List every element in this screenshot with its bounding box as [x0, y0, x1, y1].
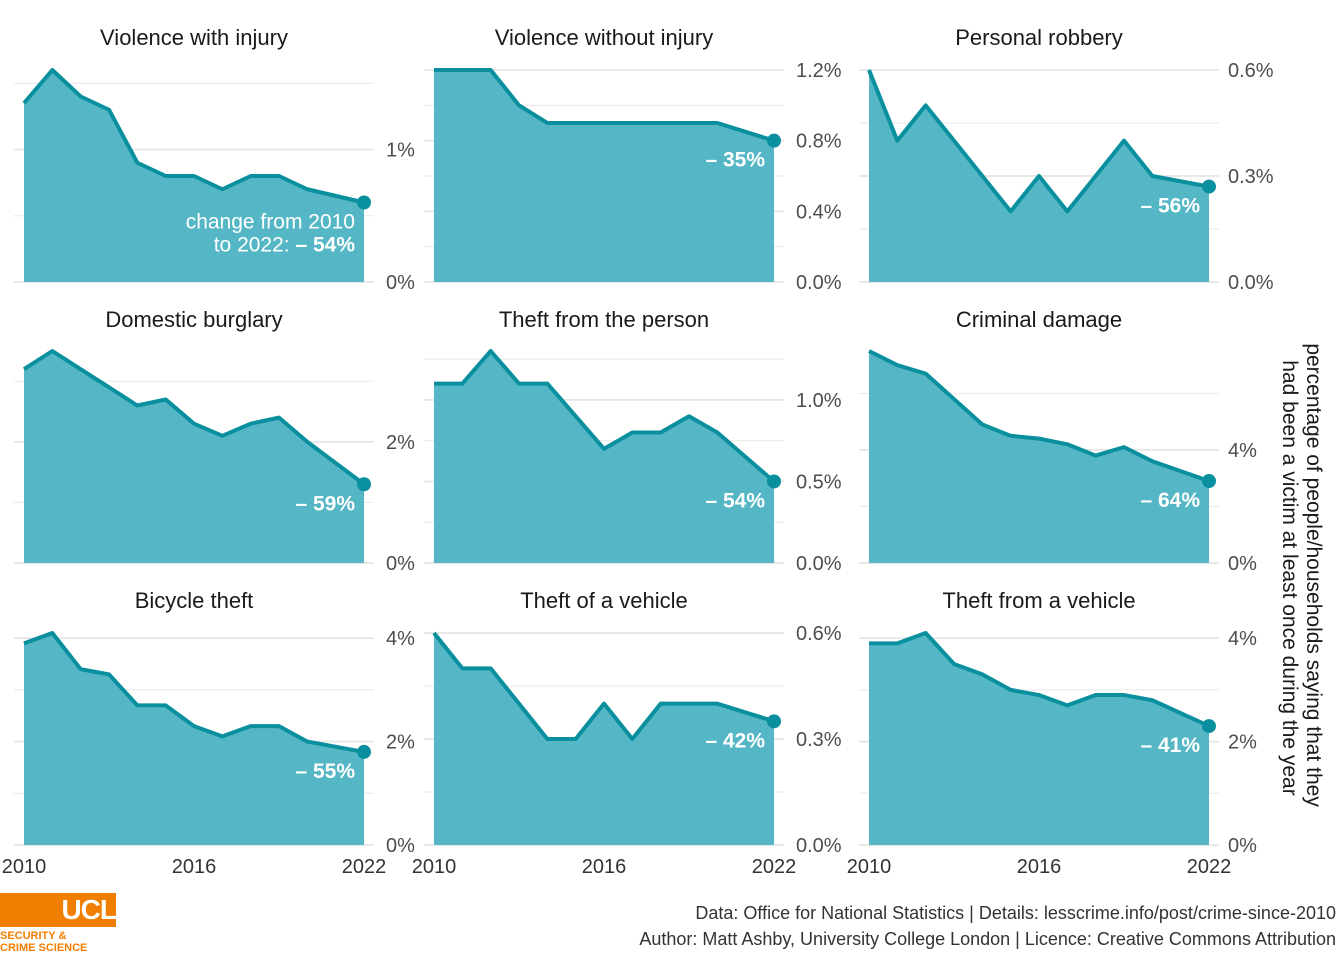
endpoint-dot: [357, 744, 371, 759]
panel-title: Theft from a vehicle: [942, 588, 1135, 613]
panel-violence-without-injury: 0.0% 0.4% 0.8% 1.2% Violence without injury –…: [424, 25, 842, 294]
crime-trends-chart: 0% 1% Violence with injury change from 2010…: [2, 25, 1325, 878]
trend-line: [869, 631, 1210, 728]
change-annotation: – 35%: [705, 149, 765, 172]
x-tick-label: 2010: [412, 856, 457, 878]
panel-violence-with-injury: 0% 1% Violence with injury change from 2010…: [14, 25, 415, 294]
change-annotation: – 59%: [295, 492, 355, 515]
y-tick-label: 0.3%: [1228, 166, 1274, 188]
caption-author: Author: Matt Ashby, University College L…: [639, 929, 1336, 949]
change-annotation: – 54%: [705, 489, 765, 512]
change-annotation: – 55%: [295, 760, 355, 783]
endpoint-dot: [1202, 719, 1216, 734]
y-tick-label: 0.0%: [796, 553, 842, 575]
panel-criminal-damage: 0% 4% Criminal damage – 64%: [859, 307, 1257, 575]
change-annotation: to 2022: – 54%: [214, 234, 356, 257]
y-tick-label: 0%: [386, 272, 415, 294]
x-tick-label: 2022: [1187, 856, 1232, 878]
y-axis-label-line2: had been a victim at least once during t…: [1278, 360, 1301, 795]
area-fill: [869, 351, 1209, 563]
y-tick-label: 0%: [386, 553, 415, 575]
y-tick-label: 1.0%: [796, 390, 842, 412]
y-tick-label: 0.8%: [796, 131, 842, 153]
change-annotation: – 56%: [1140, 195, 1200, 218]
panel-title: Domestic burglary: [105, 307, 282, 332]
endpoint-dot: [1202, 179, 1216, 194]
endpoint-dot: [357, 477, 371, 492]
area-fill: [434, 351, 774, 563]
x-tick-label: 2016: [1017, 856, 1062, 878]
panel-title: Theft of a vehicle: [520, 588, 688, 613]
y-tick-label: 4%: [1228, 440, 1257, 462]
y-tick-label: 0.0%: [796, 272, 842, 294]
trend-line: [434, 349, 776, 483]
trend-line: [22, 349, 366, 486]
trend-line: [22, 68, 365, 205]
y-tick-label: 0%: [386, 835, 415, 857]
y-tick-label: 0.6%: [796, 623, 842, 645]
area-fill: [434, 70, 774, 282]
y-axis-label: percentage of people/households saying t…: [1278, 343, 1325, 812]
trend-line: [868, 349, 1210, 483]
area-fill: [869, 633, 1209, 845]
area-fill: [24, 351, 364, 563]
y-axis-label-line1: percentage of people/households saying t…: [1302, 343, 1325, 807]
y-tick-label: 0.0%: [796, 835, 842, 857]
panel-bicycle-theft: 0% 2% 4% Bicycle theft – 55% 2010 2016 2022: [2, 588, 415, 878]
change-annotation: – 42%: [705, 729, 765, 752]
panel-theft-from-the-person: 0.0% 0.5% 1.0% Theft from the person – 54%: [424, 307, 842, 575]
panel-title: Violence with injury: [100, 25, 288, 50]
panel-title: Violence without injury: [495, 25, 714, 50]
y-tick-label: 0.4%: [796, 201, 842, 223]
y-tick-label: 0%: [1228, 835, 1257, 857]
change-annotation: – 41%: [1140, 734, 1200, 757]
x-tick-label: 2022: [752, 856, 797, 878]
x-tick-label: 2016: [582, 856, 627, 878]
endpoint-dot: [767, 714, 781, 729]
y-tick-label: 0%: [1228, 553, 1257, 575]
ucl-logo-subtitle: SECURITY & CRIME SCIENCE: [0, 930, 88, 954]
endpoint-dot: [1202, 474, 1216, 489]
endpoint-dot: [357, 195, 371, 210]
y-tick-label: 1.2%: [796, 60, 842, 82]
panel-theft-of-a-vehicle: 0.0% 0.3% 0.6% Theft of a vehicle – 42% 2010 2…: [412, 588, 842, 878]
endpoint-dot: [767, 474, 781, 489]
y-tick-label: 4%: [1228, 628, 1257, 650]
y-tick-label: 1%: [386, 140, 415, 162]
y-tick-label: 0.0%: [1228, 272, 1274, 294]
y-tick-label: 2%: [386, 732, 415, 754]
y-tick-label: 4%: [386, 628, 415, 650]
y-tick-label: 0.5%: [796, 471, 842, 493]
y-tick-label: 0.3%: [796, 729, 842, 751]
ucl-logo: UCL SECURITY & CRIME SCIENCE: [0, 893, 118, 954]
trend-line: [867, 69, 1210, 214]
y-tick-label: 2%: [1228, 732, 1257, 754]
trend-line: [432, 631, 775, 741]
area-fill: [434, 633, 774, 845]
caption-data-source: Data: Office for National Statistics | D…: [695, 903, 1336, 923]
panel-domestic-burglary: 0% 2% Domestic burglary – 59%: [14, 307, 415, 575]
panel-title: Bicycle theft: [135, 588, 254, 613]
panel-title: Theft from the person: [499, 307, 709, 332]
ucl-logo-mark: UCL: [0, 893, 117, 927]
panel-theft-from-a-vehicle: 0% 2% 4% Theft from a vehicle – 41% 2010 2016 2…: [847, 588, 1257, 878]
x-tick-label: 2016: [172, 856, 217, 878]
y-tick-label: 2%: [386, 432, 415, 454]
y-tick-label: 0.6%: [1228, 60, 1274, 82]
panel-title: Criminal damage: [956, 307, 1122, 332]
change-annotation: – 64%: [1140, 489, 1200, 512]
change-annotation-line1: change from 2010: [186, 211, 355, 234]
trend-line: [434, 68, 775, 143]
x-tick-label: 2010: [2, 856, 47, 878]
x-tick-label: 2010: [847, 856, 892, 878]
x-tick-label: 2022: [342, 856, 387, 878]
area-fill: [24, 633, 364, 845]
panel-title: Personal robbery: [955, 25, 1123, 50]
trend-line: [23, 631, 365, 754]
endpoint-dot: [767, 133, 781, 148]
panel-personal-robbery: 0.0% 0.3% 0.6% Personal robbery – 56%: [859, 25, 1274, 294]
